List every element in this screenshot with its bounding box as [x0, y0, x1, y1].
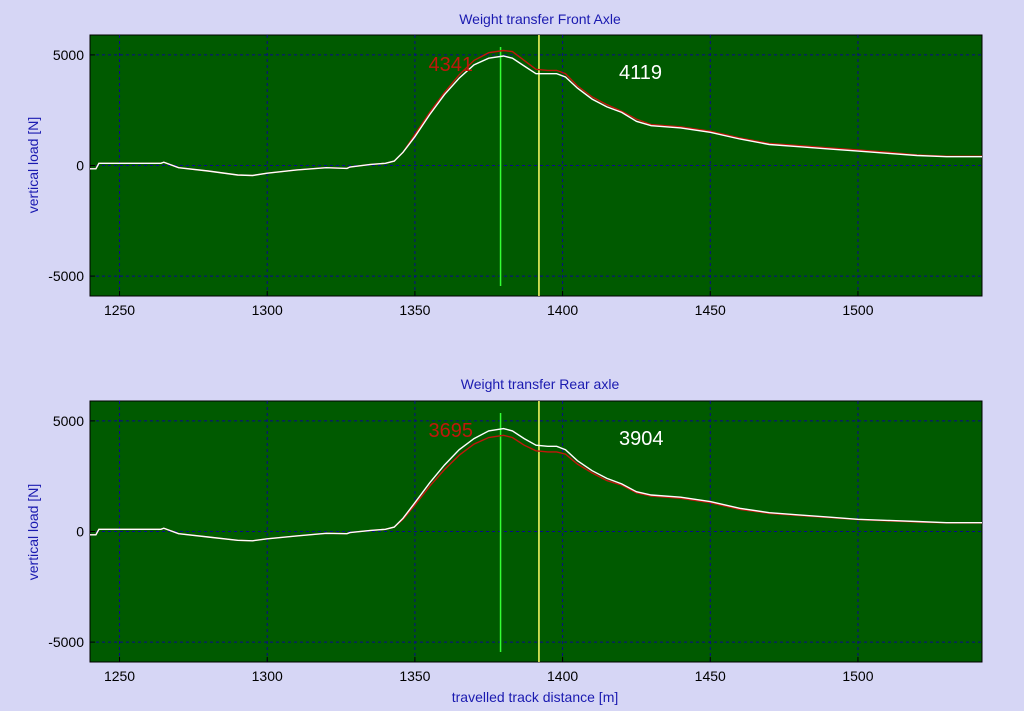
- rear-axle-lines: [90, 427, 982, 542]
- rear-axle-ticks: 1250 1300 1350 1400 1450 1500 5000 0 -5000: [48, 413, 874, 684]
- rear-axle-ytick-label: -5000: [48, 634, 84, 650]
- front-axle-grid: [90, 35, 982, 296]
- front-axle-y-axis-label: vertical load [N]: [25, 117, 41, 213]
- rear-axle-xtick-label: 1300: [252, 668, 283, 684]
- front-axle-cursors: [499, 35, 540, 296]
- front-axle-xtick-label: 1300: [252, 302, 283, 318]
- rear-axle-grid: [90, 401, 982, 662]
- rear-axle-cursors: [499, 401, 540, 662]
- rear-axle-xtick-label: 1500: [842, 668, 873, 684]
- rear-axle-ytick-label: 0: [76, 524, 84, 540]
- front-axle-ytick-label: 0: [76, 158, 84, 174]
- front-axle-ticks: 1250 1300 1350 1400 1450 1500 5000 0 -5000: [48, 47, 874, 318]
- rear-axle-title: Weight transfer Rear axle: [461, 376, 620, 392]
- rear-axle-cursor-labels: 3695 3904: [429, 420, 664, 450]
- front-axle-xtick-label: 1400: [547, 302, 578, 318]
- rear-axle-ytick-label: 5000: [53, 413, 84, 429]
- front-axle-series-white: [90, 55, 982, 177]
- rear-axle-xtick-label: 1450: [695, 668, 726, 684]
- front-axle-xtick-label: 1250: [104, 302, 135, 318]
- front-axle-xtick-label: 1450: [695, 302, 726, 318]
- front-axle-cursor-value-yellow: 4119: [619, 62, 662, 84]
- front-axle-ytick-label: -5000: [48, 268, 84, 284]
- rear-axle-xtick-label: 1400: [547, 668, 578, 684]
- rear-axle-xtick-label: 1250: [104, 668, 135, 684]
- rear-axle-cursor-value-yellow: 3904: [619, 428, 664, 450]
- front-axle-cursor-labels: 4341 4119: [429, 54, 662, 84]
- rear-axle-cursor-value-green: 3695: [429, 420, 474, 442]
- front-axle-panel: Weight transfer Front Axle vertical load…: [25, 11, 983, 318]
- rear-axle-xtick-label: 1350: [399, 668, 430, 684]
- front-axle-xtick-label: 1350: [399, 302, 430, 318]
- x-axis-label: travelled track distance [m]: [452, 689, 619, 705]
- front-axle-lines: [90, 49, 982, 177]
- rear-axle-panel: Weight transfer Rear axle vertical load …: [25, 376, 983, 705]
- front-axle-cursor-value-green: 4341: [429, 54, 474, 76]
- front-axle-title: Weight transfer Front Axle: [459, 11, 621, 27]
- front-axle-ytick-label: 5000: [53, 47, 84, 63]
- rear-axle-y-axis-label: vertical load [N]: [25, 484, 41, 580]
- front-axle-xtick-label: 1500: [842, 302, 873, 318]
- rear-axle-series-white: [90, 427, 982, 542]
